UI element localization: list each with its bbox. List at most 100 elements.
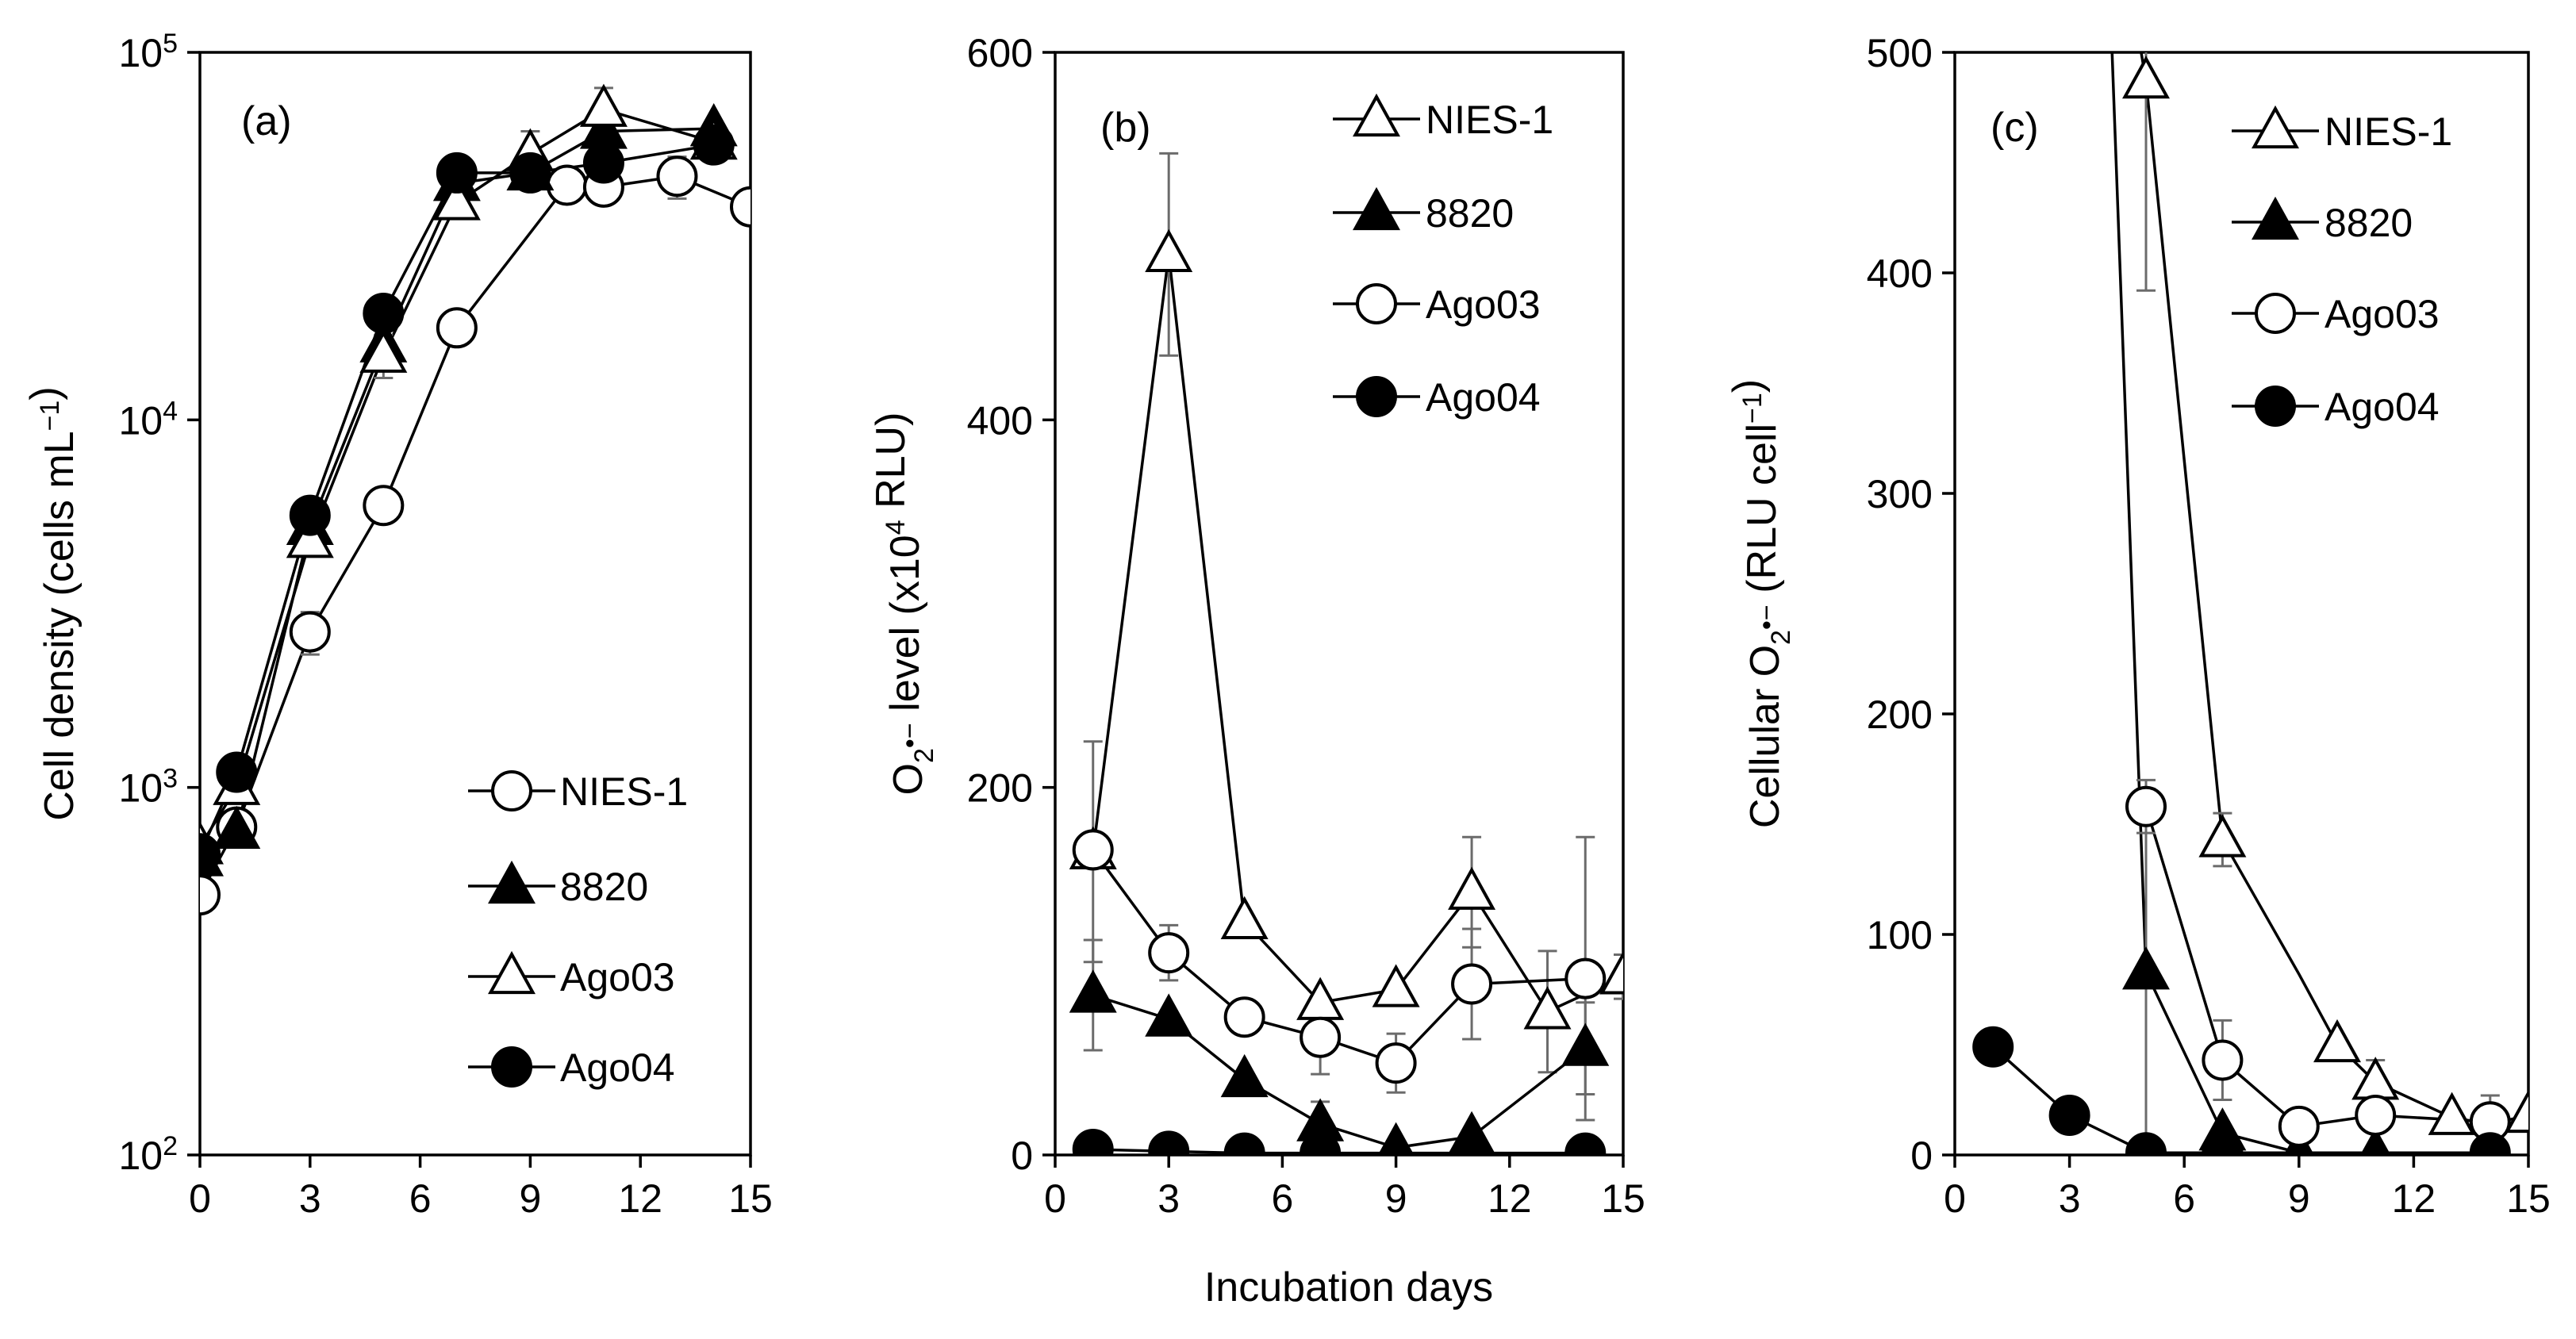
data-point — [2313, 1019, 2361, 1063]
label-part: ) — [22, 386, 68, 400]
label-part: 10 — [118, 398, 163, 443]
label-part: 4 — [881, 520, 911, 535]
y-tick-label: 103 — [118, 764, 178, 811]
data-point — [2125, 1132, 2167, 1155]
label-part: O — [885, 763, 931, 795]
data-point — [1377, 1122, 1415, 1155]
plot-frame — [198, 51, 752, 1157]
legend-marker — [1353, 186, 1400, 231]
data-point — [1448, 866, 1496, 910]
legend-label: 8820 — [2325, 201, 2413, 245]
legend-label: 8820 — [560, 865, 648, 909]
label-part: RLU) — [868, 412, 914, 520]
data-point — [1148, 932, 1190, 974]
label-part: −1 — [35, 401, 65, 432]
y-tick-label: 105 — [118, 29, 178, 75]
legend-marker — [2252, 196, 2299, 240]
data-point — [546, 164, 588, 206]
series-line — [1091, 254, 1623, 1014]
y-tick-label: 400 — [967, 398, 1033, 443]
legend: NIES-1 8820 Ago03 Ago04 — [468, 769, 688, 1090]
markers-ago03 — [200, 83, 738, 865]
data-point — [2048, 1094, 2090, 1136]
series-8820 — [200, 127, 714, 860]
data-point — [1375, 1042, 1417, 1084]
data-point — [1448, 1111, 1496, 1154]
legend-marker — [488, 860, 536, 904]
data-point — [289, 611, 331, 653]
data-point — [2202, 1132, 2244, 1155]
data-point — [2125, 785, 2167, 827]
label-part: 10 — [118, 31, 163, 75]
y-tick-label: 0 — [1910, 1134, 1933, 1178]
data-layer — [1069, 152, 1623, 1155]
series-line — [200, 127, 714, 860]
data-point — [363, 292, 405, 334]
legend-marker — [1356, 283, 1397, 324]
legend-label: Ago04 — [1426, 375, 1541, 420]
data-point — [436, 307, 478, 349]
x-tick-label: 0 — [189, 1176, 211, 1221]
y-tick-label: 500 — [1867, 31, 1933, 75]
data-layer — [200, 83, 751, 916]
data-point — [1564, 957, 1607, 999]
label-part: 2 — [909, 748, 939, 763]
legend-label: Ago03 — [2325, 292, 2440, 336]
legend-label: Ago04 — [2325, 385, 2440, 429]
x-tick-label: 3 — [299, 1176, 321, 1221]
y-tick-label: 200 — [1867, 693, 1933, 737]
y-tick-label: 200 — [967, 766, 1033, 811]
series-ago04 — [200, 143, 715, 854]
data-point — [656, 155, 698, 198]
x-tick-label: 9 — [1385, 1176, 1407, 1221]
data-point — [1223, 996, 1265, 1038]
y-tick-label: 0 — [1011, 1134, 1033, 1178]
label-part: (RLU cell — [1739, 424, 1785, 604]
label-part: 2 — [1766, 630, 1796, 645]
legend-label: NIES-1 — [560, 769, 688, 814]
label-part: Cell density (cells mL — [36, 431, 83, 820]
data-point — [363, 485, 405, 527]
data-point — [693, 124, 735, 166]
legend: NIES-1 8820 Ago03 Ago04 — [1333, 93, 1553, 420]
y-axis-label: O2•− level (x104 RLU) — [868, 412, 939, 796]
legend-marker — [1356, 376, 1397, 417]
x-tick-label: 9 — [519, 1176, 541, 1221]
data-point — [432, 177, 481, 221]
data-point — [1069, 969, 1117, 1013]
y-tick-label: 104 — [118, 396, 178, 443]
legend-marker — [2255, 386, 2296, 427]
legend-label: Ago03 — [560, 955, 675, 999]
x-tick-label: 12 — [618, 1176, 662, 1221]
data-point — [1072, 1129, 1114, 1155]
data-point — [200, 833, 221, 875]
data-point — [579, 83, 628, 127]
data-point — [1220, 1053, 1269, 1098]
panel-c: 0 3 6 9 12 15 0 100 200 300 400 500 Cellular O2•− (R… — [1725, 31, 2551, 1221]
data-point — [2428, 1092, 2476, 1135]
data-point — [289, 494, 331, 536]
x-tick-label: 3 — [2059, 1176, 2081, 1221]
legend-label: NIES-1 — [2325, 109, 2452, 154]
x-tick-label: 15 — [2506, 1176, 2551, 1221]
y-tick-label: 100 — [1867, 913, 1933, 957]
legend-label: Ago04 — [560, 1045, 675, 1090]
data-point — [2122, 946, 2170, 990]
legend-marker — [2255, 293, 2296, 334]
label-part: •− — [1752, 604, 1782, 630]
data-point — [2505, 1089, 2528, 1134]
x-tick-label: 12 — [1488, 1176, 1532, 1221]
label-part: 10 — [118, 766, 163, 811]
data-point — [1561, 1022, 1610, 1066]
data-point — [1451, 963, 1493, 1005]
x-tick-label: 12 — [2392, 1176, 2436, 1221]
y-axis-label: Cell density (cells mL−1) — [22, 386, 83, 820]
x-tick-label: 0 — [1944, 1176, 1966, 1221]
data-point — [1523, 986, 1572, 1030]
label-part: 2 — [163, 1131, 178, 1161]
legend-marker — [491, 770, 532, 811]
legend-label: Ago03 — [1426, 282, 1541, 327]
panel-b: 0 3 6 9 12 15 0 200 400 600 O2•− level (x104 RLU) (… — [868, 31, 1645, 1221]
